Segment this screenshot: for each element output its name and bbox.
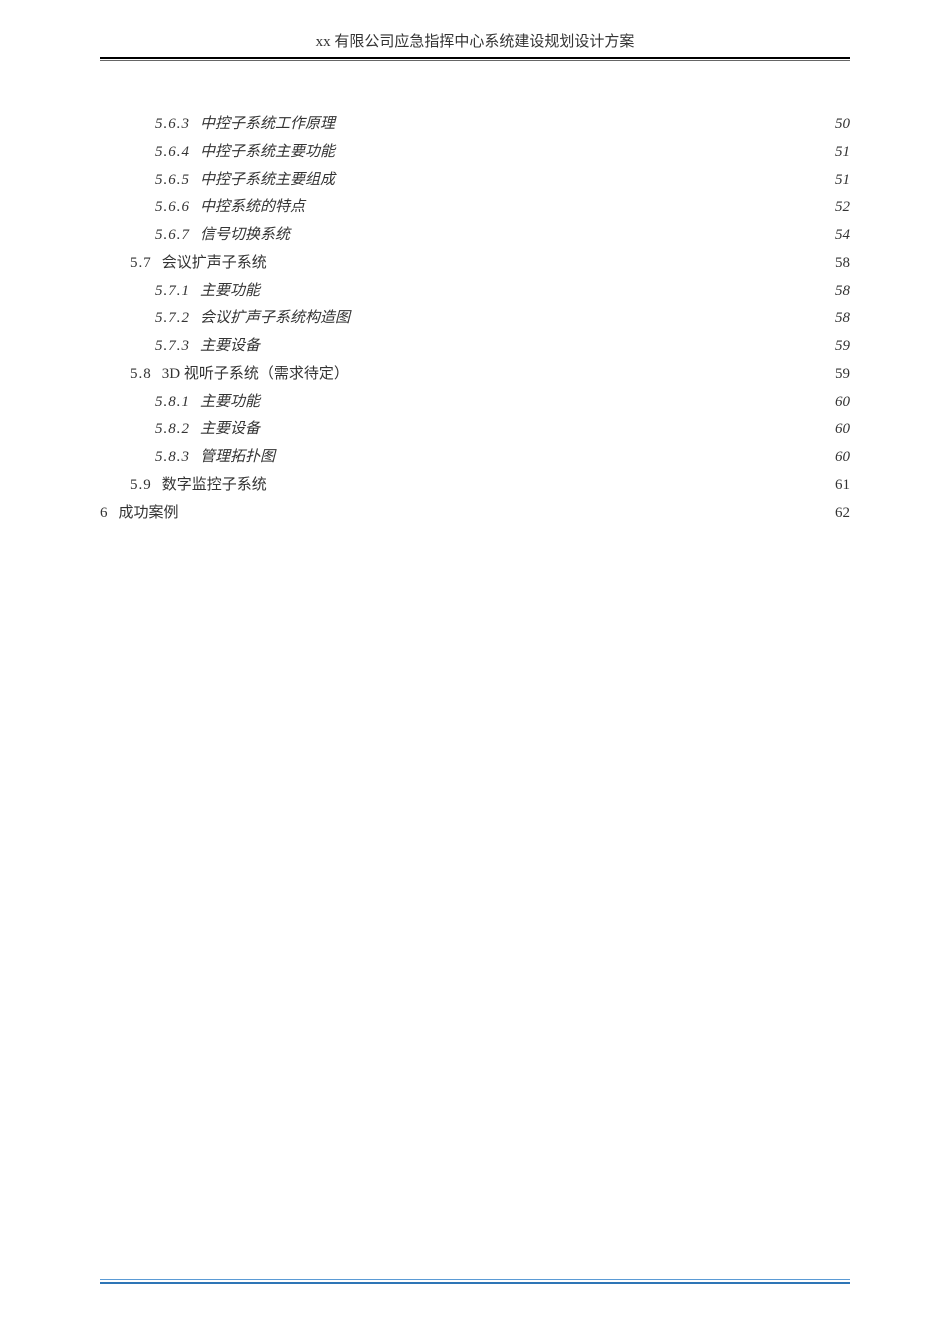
- toc-entry-label: 中控子系统工作原理: [200, 111, 335, 139]
- toc-entry-number: 5.8.3: [155, 444, 190, 472]
- toc-entry-page: 50: [835, 111, 850, 139]
- toc-entry-page: 52: [835, 194, 850, 222]
- toc-entry: 5.8.2 主要设备 60: [100, 416, 850, 444]
- toc-entry: 5.6.3 中控子系统工作原理 50: [100, 111, 850, 139]
- toc-entry-page: 60: [835, 416, 850, 444]
- toc-entry-label: 主要功能: [200, 389, 260, 417]
- toc-entry-page: 58: [835, 305, 850, 333]
- toc-entry: 5.8 3D 视听子系统（需求待定） 59: [100, 361, 850, 389]
- toc-entry-label: 中控子系统主要组成: [200, 167, 335, 195]
- toc-entry-number: 5.7.1: [155, 278, 190, 306]
- toc-entry: 5.6.7 信号切换系统 54: [100, 222, 850, 250]
- page-header-title: xx 有限公司应急指挥中心系统建设规划设计方案: [100, 30, 850, 57]
- toc-entry: 5.8.1 主要功能 60: [100, 389, 850, 417]
- toc-entry-page: 59: [835, 361, 850, 389]
- toc-entry-number: 5.8.2: [155, 416, 190, 444]
- toc-entry: 5.7.1 主要功能 58: [100, 278, 850, 306]
- toc-entry-label: 会议扩声子系统构造图: [200, 305, 350, 333]
- toc-entry-number: 5.8: [130, 361, 152, 389]
- toc-entry-label: 管理拓扑图: [200, 444, 275, 472]
- toc-entry-label: 成功案例: [119, 500, 179, 528]
- toc-entry-number: 5.6.3: [155, 111, 190, 139]
- toc-entry-page: 61: [835, 472, 850, 500]
- toc-entry-number: 5.6.4: [155, 139, 190, 167]
- toc-entry-number: 5.6.6: [155, 194, 190, 222]
- toc-entry-label: 主要设备: [200, 333, 260, 361]
- document-page: xx 有限公司应急指挥中心系统建设规划设计方案 5.6.3 中控子系统工作原理 50…: [0, 0, 950, 1344]
- toc-entry-number: 6: [100, 500, 109, 528]
- toc-entry: 5.8.3 管理拓扑图 60: [100, 444, 850, 472]
- toc-entry-number: 5.6.7: [155, 222, 190, 250]
- table-of-contents: 5.6.3 中控子系统工作原理 50 5.6.4 中控子系统主要功能 51 5.6.5 中控子…: [100, 111, 850, 527]
- toc-entry-label: 中控系统的特点: [200, 194, 305, 222]
- toc-entry-number: 5.6.5: [155, 167, 190, 195]
- toc-entry-page: 62: [835, 500, 850, 528]
- toc-entry-number: 5.7.2: [155, 305, 190, 333]
- toc-entry-number: 5.7.3: [155, 333, 190, 361]
- toc-entry: 5.6.5 中控子系统主要组成 51: [100, 167, 850, 195]
- toc-entry-label: 3D 视听子系统（需求待定）: [162, 361, 349, 389]
- toc-entry: 5.6.6 中控系统的特点 52: [100, 194, 850, 222]
- toc-entry: 5.7.3 主要设备 59: [100, 333, 850, 361]
- toc-entry-page: 58: [835, 250, 850, 278]
- toc-entry-page: 54: [835, 222, 850, 250]
- toc-entry-number: 5.7: [130, 250, 152, 278]
- toc-entry-label: 主要功能: [200, 278, 260, 306]
- toc-entry: 5.6.4 中控子系统主要功能 51: [100, 139, 850, 167]
- toc-entry: 5.7 会议扩声子系统 58: [100, 250, 850, 278]
- toc-entry-label: 会议扩声子系统: [162, 250, 267, 278]
- footer-rule: [100, 1279, 850, 1284]
- header-rule: [100, 57, 850, 61]
- toc-entry-page: 58: [835, 278, 850, 306]
- toc-entry-number: 5.9: [130, 472, 152, 500]
- toc-entry-page: 51: [835, 167, 850, 195]
- toc-entry-label: 数字监控子系统: [162, 472, 267, 500]
- toc-entry-page: 60: [835, 444, 850, 472]
- toc-entry-page: 59: [835, 333, 850, 361]
- toc-entry-label: 信号切换系统: [200, 222, 290, 250]
- toc-entry-number: 5.8.1: [155, 389, 190, 417]
- toc-entry-page: 60: [835, 389, 850, 417]
- toc-entry: 5.7.2 会议扩声子系统构造图 58: [100, 305, 850, 333]
- toc-entry: 5.9 数字监控子系统 61: [100, 472, 850, 500]
- toc-entry-label: 主要设备: [200, 416, 260, 444]
- toc-entry: 6 成功案例 62: [100, 500, 850, 528]
- toc-entry-label: 中控子系统主要功能: [200, 139, 335, 167]
- toc-entry-page: 51: [835, 139, 850, 167]
